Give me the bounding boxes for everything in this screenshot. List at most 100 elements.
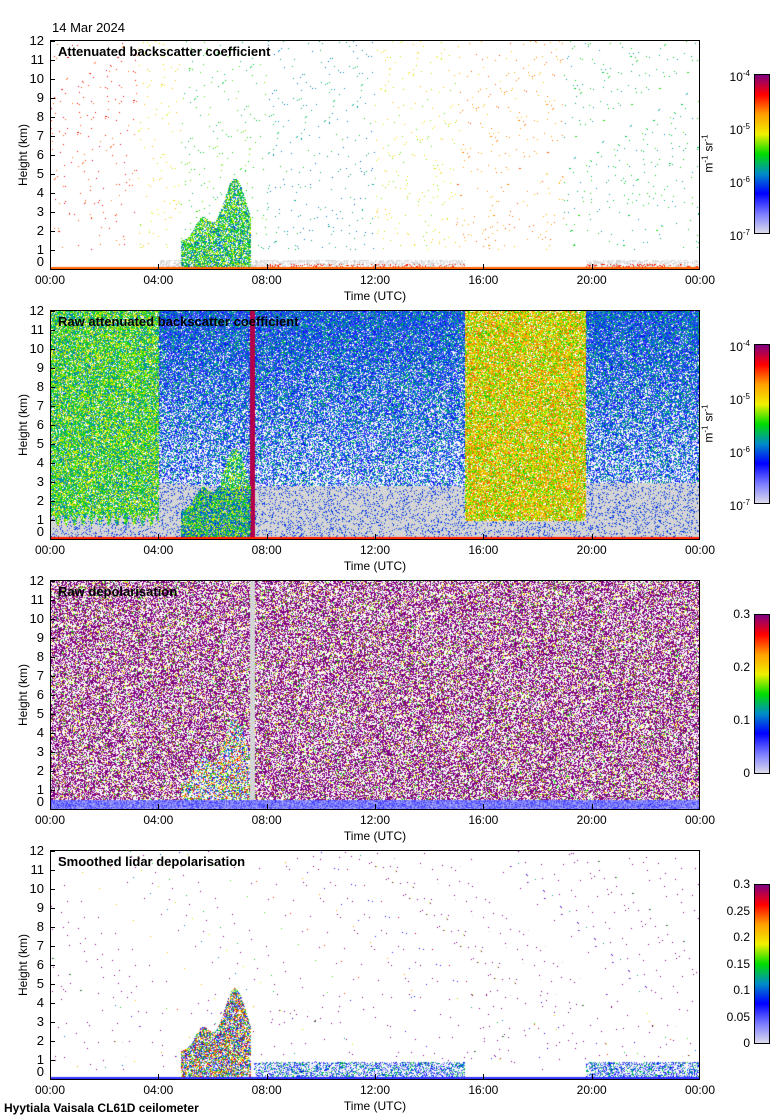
colorbar-tick-exponent: -6 — [742, 445, 750, 454]
y-tick — [50, 889, 55, 890]
y-tick — [50, 444, 55, 445]
colorbar-tick-exponent: -5 — [742, 392, 750, 401]
colorbar-tick-label: 0 — [700, 1037, 750, 1049]
y-tick — [50, 657, 55, 658]
x-axis-label: Time (UTC) — [343, 829, 407, 843]
colorbar-tick-label: 10-5 — [700, 391, 750, 406]
heatmap-plot: Smoothed lidar depolarisation — [50, 850, 700, 1080]
y-tick-label: 11 — [30, 862, 45, 877]
y-tick — [50, 714, 55, 715]
y-tick-label: 10 — [29, 341, 44, 356]
x-tick-label: 00:00 — [34, 813, 66, 827]
y-tick-label: 0 — [36, 794, 44, 809]
y-tick — [50, 387, 55, 388]
y-tick-label: 3 — [36, 474, 44, 489]
x-tick-label: 04:00 — [143, 273, 174, 287]
x-tick-label: 12:00 — [359, 813, 391, 827]
y-tick — [50, 231, 55, 232]
y-tick — [50, 851, 55, 852]
y-tick — [50, 174, 55, 175]
y-tick-label: 2 — [36, 493, 44, 508]
x-tick — [591, 804, 593, 809]
heatmap-canvas — [51, 41, 699, 269]
y-tick — [50, 311, 55, 312]
y-axis-label: Height (km) — [16, 124, 30, 187]
colorbar-tick-label: 10-4 — [700, 68, 750, 83]
x-tick — [483, 804, 485, 809]
y-tick-label: 5 — [36, 976, 44, 991]
unit-sr-exp: -1 — [700, 134, 710, 142]
colorbar-tick-label: 10-4 — [700, 338, 750, 353]
y-tick-label: 0 — [36, 254, 44, 269]
y-tick-label: 12 — [29, 573, 44, 588]
y-tick-label: 11 — [30, 52, 45, 67]
x-axis-label: Time (UTC) — [343, 289, 407, 303]
colorbar-tick-exponent: -6 — [742, 175, 750, 184]
colorbar-tick-base: 10 — [729, 446, 743, 460]
colorbar — [754, 344, 770, 504]
y-tick — [50, 250, 55, 251]
x-tick-label: 00:00 — [34, 543, 66, 557]
x-axis-label: Time (UTC) — [343, 559, 407, 573]
x-tick-label: 20:00 — [576, 543, 607, 557]
x-tick-label: 16:00 — [468, 813, 499, 827]
y-tick-label: 11 — [30, 322, 45, 337]
y-tick-label: 9 — [36, 630, 44, 645]
y-tick-label: 10 — [29, 881, 44, 896]
colorbar — [754, 74, 770, 234]
x-tick — [158, 1074, 160, 1079]
colorbar-tick-base: 10 — [729, 393, 743, 407]
x-tick-label: 20:00 — [576, 273, 607, 287]
unit-sr: sr — [701, 411, 716, 422]
heatmap-canvas — [51, 851, 699, 1079]
heatmap-plot: Attenuated backscatter coefficient — [50, 40, 700, 270]
y-tick — [50, 790, 55, 791]
y-tick — [50, 870, 55, 871]
x-tick — [591, 534, 593, 539]
y-tick — [50, 809, 55, 810]
y-axis-label: Height (km) — [16, 394, 30, 457]
y-tick — [50, 965, 55, 966]
colorbar-tick-base: 10 — [729, 70, 743, 84]
x-tick-label: 20:00 — [576, 1083, 607, 1097]
y-tick — [50, 638, 55, 639]
colorbar-tick-base: 10 — [729, 499, 743, 513]
heatmap-canvas — [51, 581, 699, 809]
y-tick — [50, 368, 55, 369]
heatmap-plot: Raw attenuated backscatter coefficient — [50, 310, 700, 540]
y-tick-label: 8 — [36, 109, 44, 124]
plot-title: Smoothed lidar depolarisation — [58, 854, 246, 869]
x-tick — [699, 534, 700, 539]
y-tick-label: 0 — [36, 1064, 44, 1079]
y-tick-label: 12 — [29, 33, 44, 48]
y-tick-label: 1 — [36, 512, 44, 527]
y-tick-label: 9 — [36, 360, 44, 375]
y-tick — [50, 269, 55, 270]
x-tick-label: 00:00 — [34, 1083, 66, 1097]
colorbar-tick-label: 0.1 — [700, 714, 750, 726]
y-tick — [50, 927, 55, 928]
x-tick-label: 04:00 — [143, 813, 174, 827]
x-tick-label: 16:00 — [468, 1083, 499, 1097]
footer-label: Hyytiala Vaisala CL61D ceilometer — [4, 1101, 199, 1115]
y-tick — [50, 619, 55, 620]
colorbar-tick-label: 0.1 — [700, 984, 750, 996]
y-tick — [50, 79, 55, 80]
y-tick-label: 10 — [29, 71, 44, 86]
y-tick-label: 10 — [29, 611, 44, 626]
colorbar-tick-base: 0 — [743, 766, 750, 780]
plot-title: Attenuated backscatter coefficient — [58, 44, 271, 59]
colorbar-tick-label: 0.3 — [700, 608, 750, 620]
y-tick — [50, 908, 55, 909]
y-tick — [50, 501, 55, 502]
y-tick-label: 11 — [30, 592, 45, 607]
y-tick-label: 0 — [36, 524, 44, 539]
colorbar-tick-exponent: -5 — [742, 122, 750, 131]
x-tick — [375, 534, 376, 539]
x-tick — [699, 1074, 700, 1079]
x-tick — [158, 804, 160, 809]
colorbar-unit-label: m-1sr-1 — [701, 114, 716, 194]
unit-sr-exp: -1 — [700, 404, 710, 412]
plot-title: Raw attenuated backscatter coefficient — [58, 314, 299, 329]
y-tick — [50, 41, 55, 42]
